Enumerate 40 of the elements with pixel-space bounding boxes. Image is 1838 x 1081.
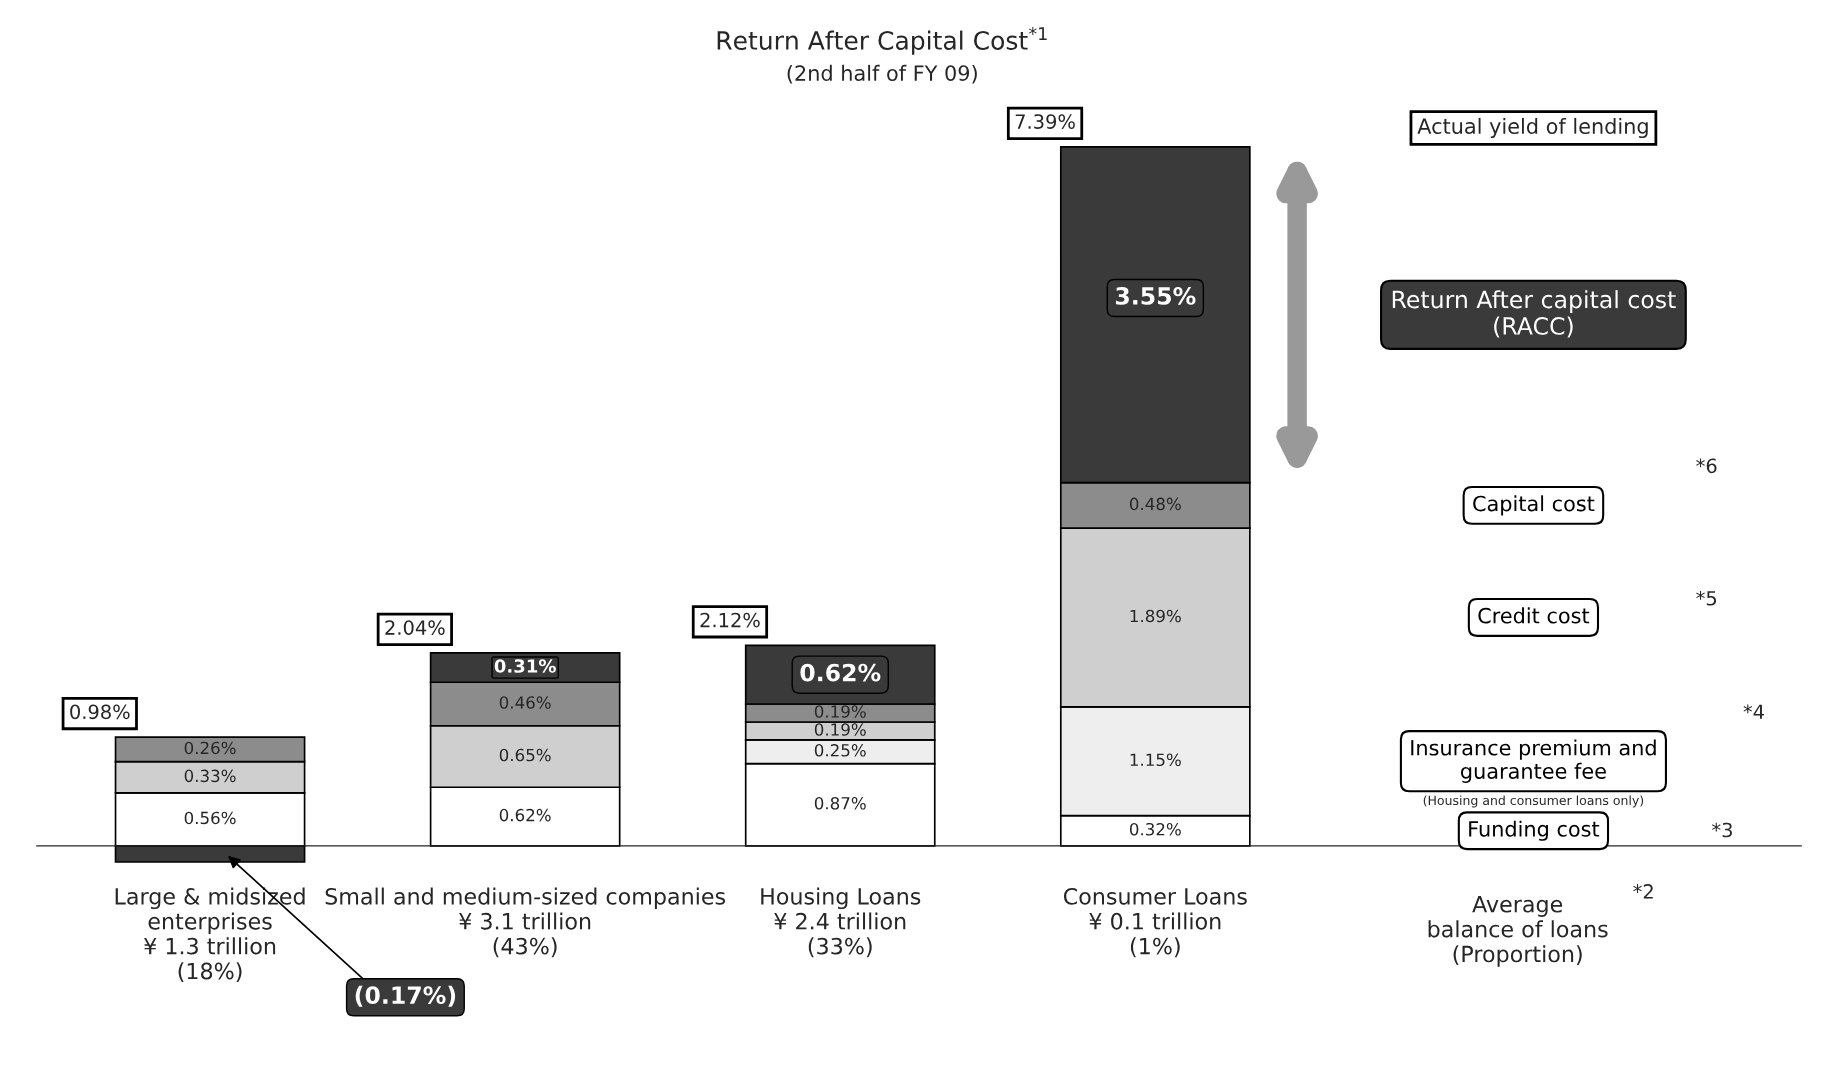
data-label: 0.48%	[1129, 497, 1181, 511]
text: (Housing and consumer loans only)	[1423, 795, 1644, 808]
data-label: 0.46%	[499, 696, 551, 709]
data-label: (0.17%)	[355, 985, 456, 1007]
data-label: 0.31%	[494, 659, 556, 673]
data-label: 0.62%	[499, 808, 551, 822]
data-label: 0.32%	[1129, 822, 1181, 836]
data-label: 0.56%	[184, 811, 236, 825]
total-label: 0.98%	[70, 704, 130, 720]
x-tick-label: Housing Loans ¥ 2.4 trillion (33%)	[761, 887, 921, 958]
total-label: 2.12%	[700, 612, 760, 628]
data-label: 0.25%	[814, 744, 866, 757]
data-label: 0.33%	[184, 769, 236, 783]
text: Credit cost	[1478, 607, 1590, 624]
text: *5	[1696, 590, 1717, 606]
x-tick-label: Consumer Loans ¥ 0.1 trillion (1%)	[1063, 887, 1247, 958]
text: Actual yield of lending	[1417, 117, 1648, 139]
text: Capital cost	[1473, 495, 1595, 516]
text: Return After capital cost (RACC)	[1392, 290, 1676, 338]
text: Insurance premium and guarantee fee	[1411, 739, 1656, 783]
total-label: 2.04%	[385, 620, 445, 635]
text: Average balance of loans (Proportion)	[1428, 896, 1608, 967]
data-label: 1.89%	[1130, 609, 1181, 623]
text: *2	[1633, 884, 1653, 899]
data-label: 0.65%	[499, 748, 551, 762]
text: *3	[1712, 822, 1732, 838]
data-label: 0.87%	[814, 796, 866, 810]
text: *4	[1743, 704, 1764, 719]
data-label: 3.55%	[1115, 286, 1196, 305]
data-label: 0.19%	[814, 705, 866, 718]
chart-title: Return After Capital Cost$^{*1}$	[717, 27, 1047, 55]
total-label: 7.39%	[1015, 114, 1075, 129]
x-tick-label: Small and medium-sized companies ¥ 3.1 trillion (43%)	[325, 887, 726, 958]
text: Funding cost	[1469, 820, 1600, 841]
data-label: 1.15%	[1130, 753, 1181, 767]
data-label: 0.19%	[814, 723, 866, 736]
data-label: 0.26%	[184, 741, 236, 755]
data-label: 0.62%	[800, 663, 881, 682]
chart-subtitle: (2nd half of FY 09)	[787, 64, 977, 84]
text: *6	[1696, 458, 1717, 474]
